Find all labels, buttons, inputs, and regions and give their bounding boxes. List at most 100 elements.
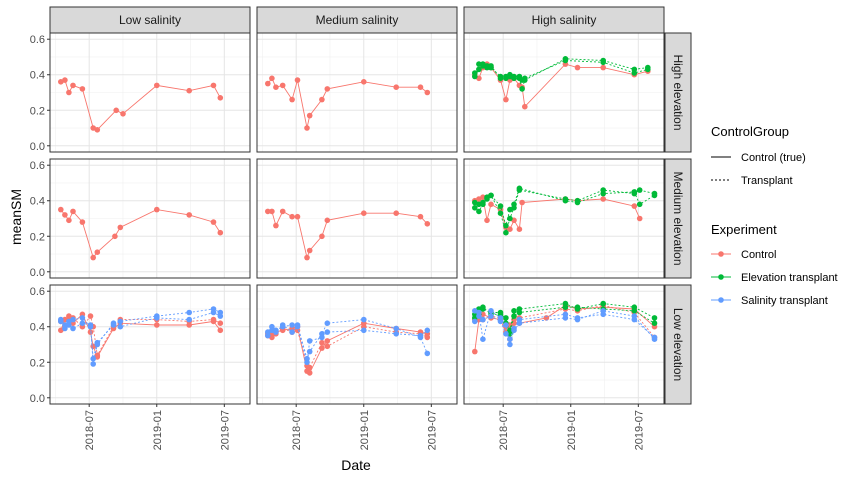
data-point [217, 95, 224, 101]
data-point [94, 249, 101, 255]
data-point [636, 187, 643, 193]
strip-bg-medium-salinity [256, 6, 458, 34]
data-point [112, 233, 118, 240]
data-point [651, 192, 658, 199]
data-point [304, 359, 310, 366]
data-point [324, 343, 331, 350]
x-axis-title: Date [341, 457, 371, 473]
data-point [562, 304, 569, 311]
panel-border [256, 158, 458, 279]
data-point [480, 336, 486, 343]
data-point [631, 308, 638, 314]
data-point [58, 316, 64, 323]
data-point [87, 323, 94, 330]
data-point [210, 82, 217, 89]
data-point [651, 320, 658, 327]
data-point [574, 304, 581, 311]
data-point [294, 77, 301, 83]
data-point [70, 82, 76, 89]
data-point [507, 206, 513, 213]
data-point [306, 338, 313, 344]
data-point [417, 332, 424, 339]
panel-border [463, 284, 665, 405]
legend-key-salinity-point [718, 297, 724, 303]
data-point [324, 320, 331, 327]
data-point [306, 112, 313, 119]
series-control-control-true- [472, 194, 643, 232]
data-point [600, 311, 606, 318]
data-point [424, 327, 431, 334]
data-point [279, 322, 286, 328]
data-point [600, 196, 606, 202]
data-point [154, 322, 160, 328]
data-point [645, 66, 651, 73]
data-point [117, 323, 124, 330]
y-tick-label: 0.6 [30, 160, 45, 172]
data-point [186, 309, 192, 316]
legend-title-experiment: Experiment [711, 222, 777, 237]
data-point [503, 222, 509, 229]
strip-label-medium-elevation: Medium elevation [671, 171, 685, 265]
series-control-control-true- [265, 75, 431, 131]
legend-label-elevation-transplant: Elevation transplant [741, 272, 838, 284]
data-point [519, 199, 525, 206]
data-point [484, 217, 490, 224]
data-point [480, 199, 486, 206]
data-point [516, 309, 523, 316]
panel-low-elevation-high-salinity [463, 284, 665, 405]
data-point [503, 315, 509, 321]
data-point [417, 213, 424, 220]
data-point [217, 327, 224, 334]
data-point [651, 315, 658, 321]
data-point [319, 96, 325, 103]
x-tick-label: 2018-07 [498, 410, 510, 450]
data-point [507, 341, 513, 348]
legend-key-salinity-transplant [711, 297, 731, 303]
data-point [324, 217, 331, 224]
data-point [90, 361, 96, 367]
data-point [543, 315, 550, 321]
data-point [289, 329, 295, 335]
data-point [562, 197, 569, 204]
legend: ControlGroup Control (true) Transplant E… [711, 124, 838, 307]
data-point [503, 331, 509, 337]
panel-medium-elevation-high-salinity [463, 158, 665, 279]
data-point [361, 316, 367, 323]
data-point [90, 254, 96, 261]
data-point [294, 213, 301, 220]
data-point [497, 73, 504, 80]
data-point [70, 316, 76, 323]
strip-bg-low-elevation [664, 284, 692, 405]
data-point [289, 96, 295, 103]
y-tick-label: 0.4 [30, 70, 45, 82]
data-point [503, 96, 509, 103]
data-point [154, 206, 160, 213]
data-point [120, 111, 126, 117]
data-point [90, 355, 96, 362]
data-point [186, 212, 192, 218]
legend-key-elevation-point [718, 274, 724, 280]
y-tick-label: 0.4 [30, 322, 45, 334]
data-point [304, 125, 310, 131]
data-point [279, 82, 286, 89]
data-point [511, 308, 517, 314]
data-point [265, 208, 271, 215]
data-point [210, 309, 217, 316]
data-point [110, 322, 117, 328]
data-point [70, 208, 76, 215]
strip-bg-high-salinity [463, 6, 665, 34]
data-point [319, 339, 325, 346]
data-point [480, 316, 486, 323]
data-point [424, 350, 431, 357]
data-point [472, 205, 478, 211]
strip-bg-low-salinity [49, 6, 251, 34]
x-tick-label: 2019-01 [566, 410, 578, 450]
data-point [600, 190, 606, 197]
data-point [66, 217, 72, 224]
data-point [393, 325, 400, 332]
legend-key-control-point [718, 251, 724, 257]
data-point [269, 208, 275, 215]
data-point [393, 331, 400, 337]
data-point [324, 338, 331, 344]
